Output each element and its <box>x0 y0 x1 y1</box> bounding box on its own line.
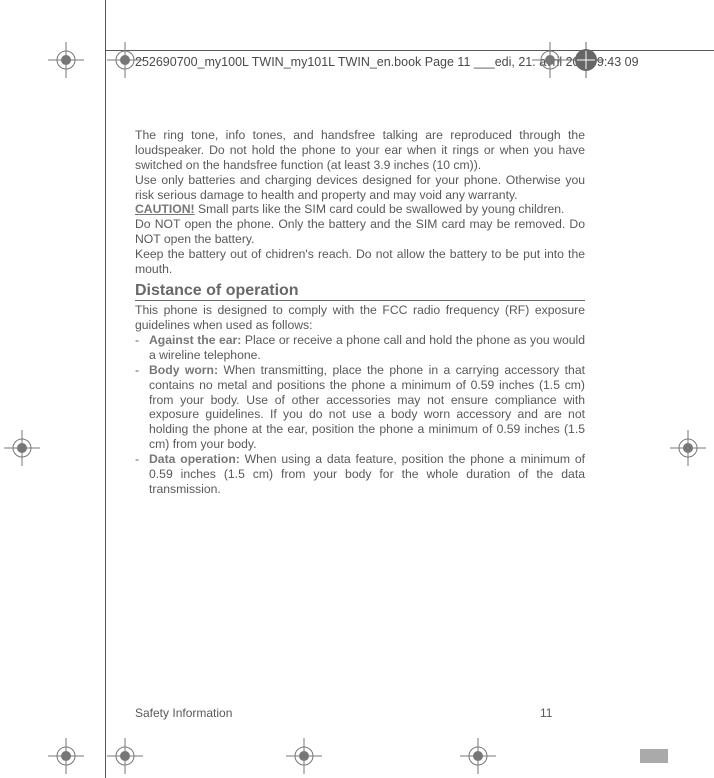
intro-text: This phone is designed to comply with th… <box>135 303 585 333</box>
registration-mark-icon <box>286 738 322 774</box>
list-item-label: Data operation: <box>149 452 240 466</box>
footer-page-number: 11 <box>540 706 552 720</box>
paragraph: Keep the battery out of chidren's reach.… <box>135 247 585 277</box>
section-heading: Distance of operation <box>135 281 585 302</box>
dash-icon: - <box>135 363 149 452</box>
paragraph-text: Small parts like the SIM card could be s… <box>195 202 565 216</box>
list-item: - Body worn: When transmitting, place th… <box>135 363 585 452</box>
registration-mark-icon <box>107 738 143 774</box>
dash-icon: - <box>135 452 149 497</box>
caution-label: CAUTION! <box>135 202 195 216</box>
list-item: - Data operation: When using a data feat… <box>135 452 585 497</box>
dash-icon: - <box>135 333 149 363</box>
left-margin-rule <box>105 0 106 778</box>
paragraph: Do NOT open the phone. Only the battery … <box>135 217 585 247</box>
registration-mark-icon <box>48 738 84 774</box>
paragraph: CAUTION! Small parts like the SIM card c… <box>135 202 585 217</box>
footer-section-name: Safety Information <box>135 706 232 720</box>
registration-mark-icon <box>107 42 143 78</box>
list-item-label: Body worn: <box>149 363 218 377</box>
registration-mark-icon <box>532 42 568 78</box>
list-item: - Against the ear: Place or receive a ph… <box>135 333 585 363</box>
registration-mark-icon <box>670 430 706 466</box>
registration-mark-icon <box>48 42 84 78</box>
registration-mark-icon <box>460 738 496 774</box>
registration-mark-icon <box>4 430 40 466</box>
paragraph: Use only batteries and charging devices … <box>135 173 585 203</box>
header-rule <box>105 50 714 51</box>
registration-stripe-icon <box>636 738 672 774</box>
registration-mark-dark-icon <box>568 42 604 78</box>
content-column: The ring tone, info tones, and handsfree… <box>135 128 585 497</box>
paragraph: The ring tone, info tones, and handsfree… <box>135 128 585 173</box>
list-item-label: Against the ear: <box>149 333 241 347</box>
